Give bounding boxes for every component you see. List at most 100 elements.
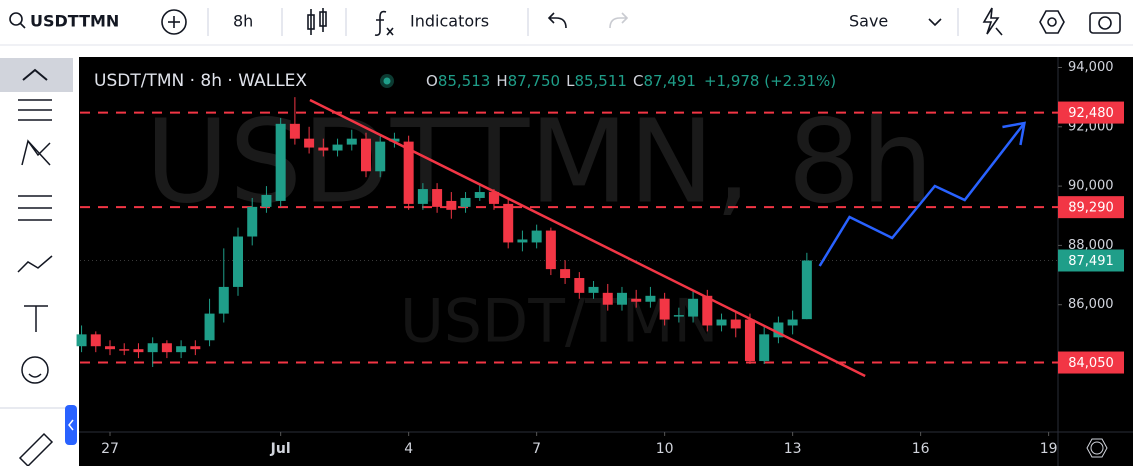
axis-settings[interactable] (1090, 441, 1104, 455)
candle-body (631, 298, 642, 302)
plot: USDTTMN, 8h USDT/TMN 86,000 88,000 90,000 92,… (76, 60, 1124, 457)
projection (818, 122, 1026, 267)
collapse-button[interactable] (0, 58, 73, 92)
settings-icon[interactable] (1039, 10, 1065, 34)
candle-body (531, 230, 542, 243)
candle-body (147, 343, 158, 353)
candle-body (304, 138, 315, 148)
legend-c-label: C (633, 72, 643, 90)
candle-body (318, 147, 329, 151)
candle-body (275, 123, 286, 201)
legend-title: USDT/TMN · 8h · WALLEX (94, 71, 307, 91)
candle-body (232, 236, 243, 287)
chevron (22, 68, 48, 81)
candle-body (90, 334, 101, 347)
level-tag-label: 89,290 (1068, 201, 1114, 216)
x-tick-label: 19 (1040, 441, 1058, 457)
candle-body (659, 298, 670, 320)
candle-body (261, 194, 272, 207)
candle-body (488, 192, 499, 204)
candle-body (190, 346, 201, 350)
candle-body (787, 319, 798, 326)
x-tick-label: 27 (101, 441, 119, 457)
lines-tool[interactable] (18, 99, 52, 121)
candle-body (360, 138, 371, 172)
legend-o-label: O (426, 72, 438, 90)
snapshot-icon (1098, 16, 1112, 30)
candle-body (76, 334, 87, 347)
symbol[interactable]: USDTTMN (30, 12, 119, 31)
candle-body (247, 206, 258, 237)
top-toolbar (9, 7, 1121, 36)
candle-body (616, 292, 627, 305)
x-tick-label: 16 (912, 441, 930, 457)
watermark: USDTTMN, 8h (145, 96, 934, 230)
legend-h-label: H (496, 72, 507, 90)
side-tab[interactable] (65, 405, 77, 445)
settings-icon (1047, 17, 1057, 27)
legend-l-label: L (566, 72, 575, 90)
candle-body (801, 260, 812, 320)
save[interactable]: Save (849, 12, 888, 31)
candle-body (517, 239, 528, 243)
candle-body (560, 269, 571, 279)
alert-icon[interactable] (982, 7, 1003, 36)
undo[interactable] (547, 12, 567, 29)
prediction-tool[interactable] (17, 255, 53, 273)
interval[interactable]: 8h (233, 12, 253, 31)
candle-body (403, 141, 414, 204)
level-tag-label: 92,480 (1068, 106, 1114, 121)
legend-h: 87,750 (508, 72, 561, 90)
candle-body (389, 138, 400, 142)
candle-body (176, 346, 187, 353)
save-menu[interactable] (928, 18, 942, 27)
y-tick-label: 86,000 (1068, 297, 1114, 312)
candle-body (773, 322, 784, 338)
candle-body (161, 343, 172, 353)
legend-values: O85,513 H87,750 L85,511 C87,491 +1,978 (+2.3… (426, 72, 836, 90)
text-tool[interactable] (24, 305, 48, 332)
candle-body (289, 123, 300, 139)
candle-body (417, 189, 428, 204)
indicators[interactable]: Indicators (410, 12, 489, 31)
pattern-tool[interactable] (21, 139, 51, 166)
snapshot-icon[interactable] (1089, 12, 1121, 34)
candle-body (432, 189, 443, 207)
candle-body (346, 138, 357, 145)
candle-body (460, 197, 471, 207)
redo[interactable] (609, 12, 629, 29)
legend-o: 85,513 (438, 72, 491, 90)
level-tag-label: 84,050 (1068, 356, 1114, 371)
fx-icon[interactable] (374, 10, 394, 36)
add-symbol[interactable] (161, 9, 187, 35)
legend-l: 85,511 (574, 72, 627, 90)
candle-body (645, 295, 656, 302)
axis-settings (1086, 438, 1108, 458)
projection-arrowhead (1002, 121, 1026, 146)
candle-body (218, 286, 229, 314)
x-tick-label: Jul (270, 441, 291, 457)
ruler-tool[interactable] (18, 432, 54, 468)
candle-body (105, 346, 116, 350)
level-tag (1058, 101, 1124, 124)
fib-tool[interactable] (18, 195, 52, 221)
y-tick-label: 88,000 (1068, 238, 1114, 253)
search-icon-handle (19, 22, 26, 29)
candle-body (446, 200, 457, 210)
x-tick-label: 10 (656, 441, 674, 457)
candle-body (545, 230, 556, 270)
candle-body (730, 319, 741, 329)
emoji-tool[interactable] (21, 356, 49, 384)
candle-body (716, 319, 727, 326)
candle-body (375, 141, 386, 172)
last-price-tag-label: 87,491 (1068, 254, 1114, 269)
candle-body (503, 203, 514, 243)
legend-change: +1,978 (+2.31%) (704, 72, 836, 90)
candle-body (588, 286, 599, 293)
x-tick-label: 7 (532, 441, 541, 457)
candle-body (332, 144, 343, 151)
candle-body (574, 278, 585, 293)
search-icon[interactable] (9, 12, 23, 26)
live-dot-core (383, 77, 391, 85)
